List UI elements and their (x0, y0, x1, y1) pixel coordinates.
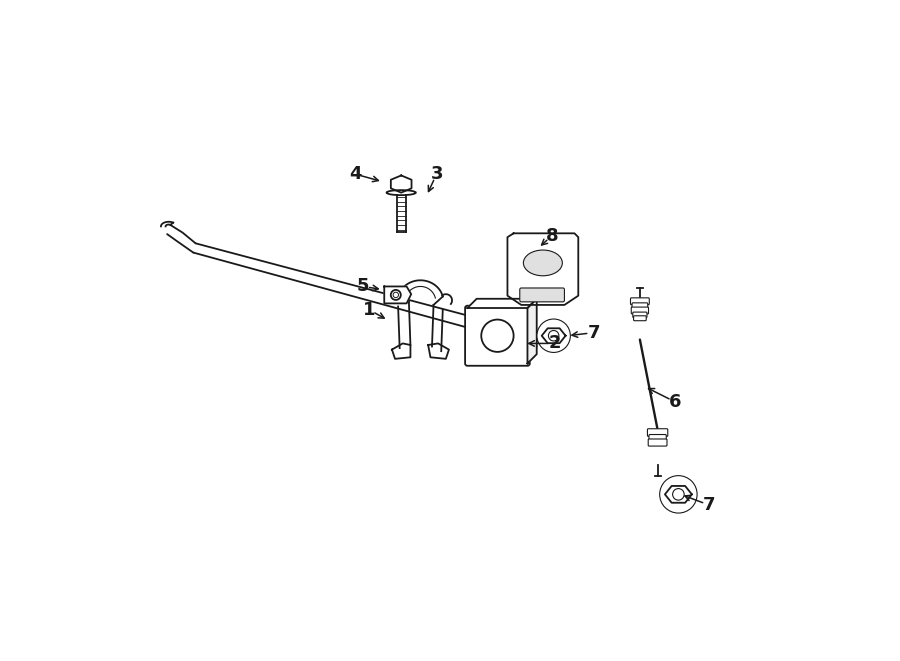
Text: 5: 5 (356, 278, 369, 295)
FancyBboxPatch shape (647, 429, 668, 436)
Polygon shape (392, 344, 410, 359)
Polygon shape (391, 175, 411, 192)
FancyBboxPatch shape (520, 288, 564, 302)
FancyBboxPatch shape (648, 439, 667, 446)
FancyBboxPatch shape (631, 298, 649, 305)
Text: 6: 6 (669, 393, 681, 411)
FancyBboxPatch shape (465, 305, 530, 366)
Polygon shape (665, 486, 692, 503)
Text: 7: 7 (588, 324, 600, 342)
Circle shape (537, 319, 571, 352)
Polygon shape (428, 344, 449, 359)
Ellipse shape (524, 250, 562, 276)
Text: 1: 1 (363, 301, 375, 319)
Text: 8: 8 (545, 227, 558, 245)
Polygon shape (384, 286, 411, 303)
FancyBboxPatch shape (633, 312, 647, 318)
Polygon shape (508, 233, 579, 305)
FancyBboxPatch shape (634, 316, 646, 321)
Text: 4: 4 (348, 165, 361, 183)
Polygon shape (542, 329, 565, 343)
Circle shape (482, 319, 514, 352)
Polygon shape (527, 299, 536, 364)
FancyBboxPatch shape (649, 434, 666, 441)
Ellipse shape (387, 190, 416, 195)
Polygon shape (467, 299, 536, 308)
Text: 7: 7 (703, 496, 716, 514)
Text: 3: 3 (430, 165, 443, 183)
Text: 2: 2 (549, 334, 562, 352)
FancyBboxPatch shape (632, 303, 648, 309)
Circle shape (660, 476, 698, 513)
FancyBboxPatch shape (631, 307, 649, 314)
